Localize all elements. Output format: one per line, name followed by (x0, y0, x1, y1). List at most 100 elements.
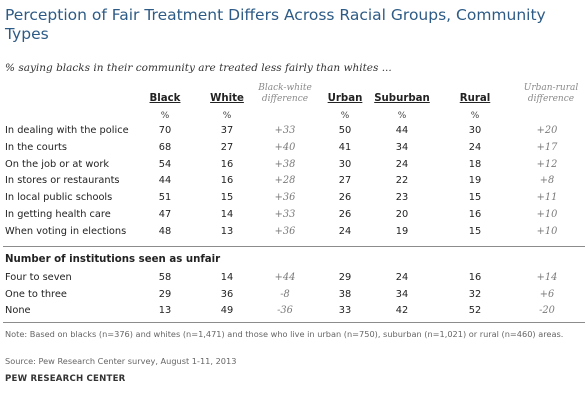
divider (3, 322, 585, 323)
cell-rural: 16 (468, 209, 482, 220)
cell-suburban: 34 (395, 288, 409, 300)
cell-suburban: 44 (395, 125, 409, 136)
cell-black: 29 (158, 288, 172, 300)
cell-black-white-difference: +33 (274, 209, 296, 220)
cell-black: 13 (158, 305, 172, 316)
cell-urban-rural-difference: +12 (536, 158, 558, 170)
cell-white: 36 (220, 288, 234, 300)
percent-sign-rural: % (470, 111, 480, 121)
row-label: Four to seven (5, 272, 72, 283)
row-label: When voting in elections (5, 225, 127, 237)
cell-white: 14 (220, 272, 234, 283)
cell-white: 49 (220, 305, 234, 316)
cell-rural: 15 (468, 192, 482, 204)
column-header-white: White (210, 93, 244, 104)
cell-urban: 29 (338, 272, 352, 283)
cell-white: 15 (220, 192, 234, 204)
cell-urban: 26 (338, 209, 352, 220)
column-header-black: Black (149, 93, 181, 104)
cell-white: 14 (220, 209, 234, 220)
cell-urban: 27 (338, 175, 352, 187)
percent-sign-black: % (160, 111, 170, 121)
chart-title: Perception of Fair Treatment Differs Acr… (5, 6, 546, 43)
row-label: In the courts (5, 141, 67, 153)
row-label: On the job or at work (5, 158, 110, 170)
row-label: In local public schools (5, 192, 113, 204)
cell-suburban: 19 (395, 225, 409, 237)
cell-black-white-difference: -36 (277, 305, 293, 316)
cell-suburban: 23 (395, 192, 409, 204)
cell-rural: 30 (468, 125, 482, 136)
cell-black-white-difference: +36 (274, 225, 296, 237)
cell-white: 27 (220, 141, 234, 153)
cell-black: 58 (158, 272, 172, 283)
divider (3, 246, 585, 247)
cell-black: 70 (158, 125, 172, 136)
cell-white: 16 (220, 158, 234, 170)
column-header-black-white-difference: Black-white difference (258, 83, 312, 104)
cell-white: 37 (220, 125, 234, 136)
row-label: None (5, 305, 31, 316)
source-line: Source: Pew Research Center survey, Augu… (5, 356, 237, 366)
cell-urban: 30 (338, 158, 352, 170)
cell-urban-rural-difference: +6 (539, 288, 555, 300)
cell-urban-rural-difference: +14 (536, 272, 558, 283)
cell-black-white-difference: +38 (274, 158, 296, 170)
cell-rural: 16 (468, 272, 482, 283)
cell-black-white-difference: +40 (274, 141, 296, 153)
cell-rural: 24 (468, 141, 482, 153)
row-label: In getting health care (5, 209, 111, 220)
cell-urban-rural-difference: +17 (536, 141, 558, 153)
cell-black: 44 (158, 175, 172, 187)
cell-black: 54 (158, 158, 172, 170)
column-header-urban: Urban (327, 93, 363, 104)
cell-suburban: 34 (395, 141, 409, 153)
cell-urban: 50 (338, 125, 352, 136)
cell-rural: 32 (468, 288, 482, 300)
cell-urban-rural-difference: +10 (536, 225, 558, 237)
cell-urban: 24 (338, 225, 352, 237)
cell-black-white-difference: +44 (274, 272, 296, 283)
percent-sign-suburban: % (397, 111, 407, 121)
cell-black-white-difference: +36 (274, 192, 296, 204)
cell-black-white-difference: +28 (274, 175, 296, 187)
column-header-suburban: Suburban (374, 93, 430, 104)
cell-rural: 18 (468, 158, 482, 170)
cell-black-white-difference: +33 (274, 125, 296, 136)
cell-black: 48 (158, 225, 172, 237)
cell-suburban: 42 (395, 305, 409, 316)
cell-urban-rural-difference: +20 (536, 125, 558, 136)
row-label: In stores or restaurants (5, 175, 120, 187)
cell-urban: 33 (338, 305, 352, 316)
cell-urban-rural-difference: +10 (536, 209, 558, 220)
row-label: One to three (5, 288, 67, 300)
cell-black: 47 (158, 209, 172, 220)
cell-suburban: 20 (395, 209, 409, 220)
column-header-urban-rural-difference: Urban-rural difference (523, 83, 579, 104)
cell-urban: 38 (338, 288, 352, 300)
section-label: Number of institutions seen as unfair (5, 254, 221, 265)
cell-white: 16 (220, 175, 234, 187)
cell-urban-rural-difference: +8 (539, 175, 555, 187)
cell-black: 68 (158, 141, 172, 153)
column-header-rural: Rural (459, 93, 491, 104)
cell-suburban: 22 (395, 175, 409, 187)
percent-sign-white: % (222, 111, 232, 121)
cell-urban: 41 (338, 141, 352, 153)
cell-suburban: 24 (395, 272, 409, 283)
cell-rural: 19 (468, 175, 482, 187)
cell-black: 51 (158, 192, 172, 204)
cell-suburban: 24 (395, 158, 409, 170)
cell-urban: 26 (338, 192, 352, 204)
cell-urban-rural-difference: -20 (539, 305, 555, 316)
footnote: Note: Based on blacks (n=376) and whites… (5, 329, 564, 339)
cell-white: 13 (220, 225, 234, 237)
cell-rural: 52 (468, 305, 482, 316)
row-label: In dealing with the police (5, 125, 129, 136)
brand-label: PEW RESEARCH CENTER (5, 374, 126, 384)
cell-urban-rural-difference: +11 (536, 192, 558, 204)
cell-black-white-difference: -8 (280, 288, 290, 300)
cell-rural: 15 (468, 225, 482, 237)
chart-subtitle: % saying blacks in their community are t… (5, 62, 392, 74)
percent-sign-urban: % (340, 111, 350, 121)
